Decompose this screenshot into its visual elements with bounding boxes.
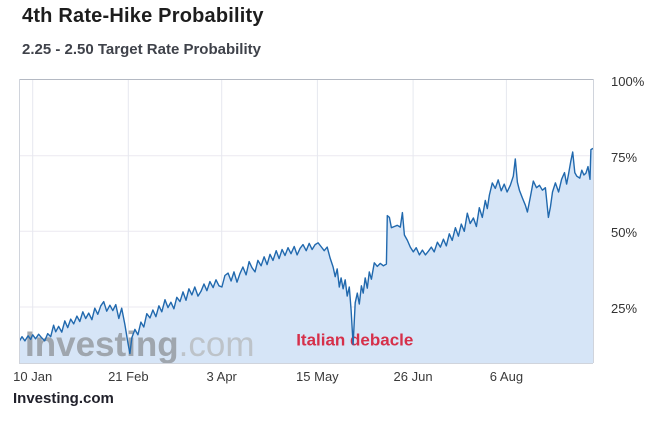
y-tick-label: 50% xyxy=(611,225,638,241)
chart-canvas: Investing.com Italian debacle xyxy=(19,79,594,364)
y-tick-label: 100% xyxy=(611,73,645,89)
y-tick-label: 75% xyxy=(611,149,638,165)
chart-subtitle: 2.25 - 2.50 Target Rate Probability xyxy=(22,41,261,58)
x-tick-label: 21 Feb xyxy=(108,369,149,384)
investing-watermark: Investing.com xyxy=(25,325,255,364)
watermark-main: Investing xyxy=(25,325,179,364)
italian-debacle-annotation: Italian debacle xyxy=(296,330,413,349)
plot-border xyxy=(19,79,594,364)
x-tick-label: 26 Jun xyxy=(393,369,433,384)
x-tick-label: 6 Aug xyxy=(489,369,524,384)
page-title: 4th Rate-Hike Probability xyxy=(22,5,264,27)
watermark-suffix: .com xyxy=(179,325,255,364)
x-tick-label: 10 Jan xyxy=(13,369,53,384)
y-tick-label: 25% xyxy=(611,301,638,316)
probability-chart: Investing.com Italian debacle xyxy=(19,79,594,364)
x-tick-label: 15 May xyxy=(296,369,339,384)
investing-logo-text: Investing.com xyxy=(13,390,114,407)
probability-line xyxy=(19,147,594,355)
x-tick-label: 3 Apr xyxy=(206,369,237,384)
